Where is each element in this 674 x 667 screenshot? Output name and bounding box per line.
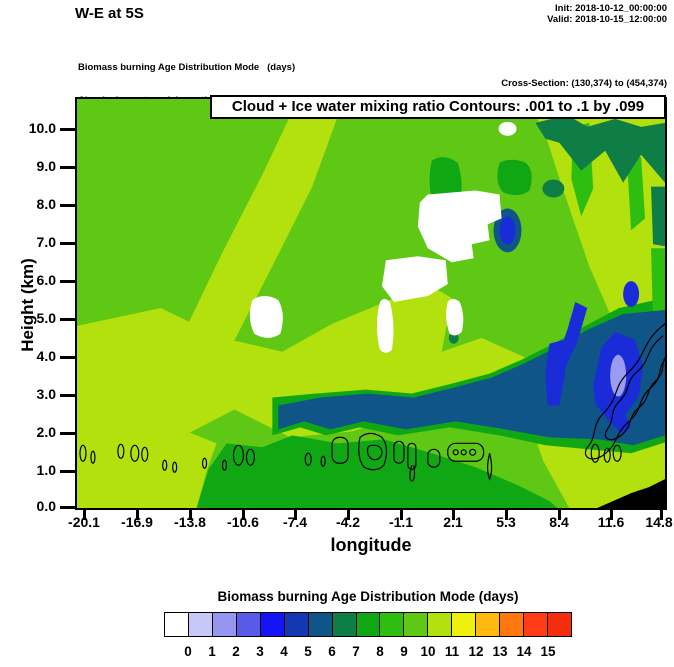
colorbar-cell <box>283 612 309 637</box>
colorbar-cell <box>307 612 333 637</box>
y-tick-label: 9.0 <box>36 158 56 174</box>
colorbar-tick-label: 2 <box>232 644 240 659</box>
colorbar-tick-label: 3 <box>256 644 264 659</box>
y-tick <box>60 204 75 207</box>
y-tick-label: 4.0 <box>36 348 56 364</box>
x-tick <box>505 510 508 520</box>
colorbar-tick-label: 6 <box>328 644 336 659</box>
colorbar-cell <box>523 612 548 637</box>
colorbar-tick-label: 8 <box>376 644 384 659</box>
x-tick <box>294 510 297 520</box>
x-tick-label: -13.8 <box>174 514 206 530</box>
y-tick <box>60 506 75 509</box>
colorbar-cell <box>499 612 525 637</box>
y-tick-label: 5.0 <box>36 310 56 326</box>
colorbar-tick-label: 10 <box>420 644 436 659</box>
colorbar-tick-label: 4 <box>280 644 288 659</box>
x-tick-label: -16.9 <box>121 514 153 530</box>
y-tick-label: 6.0 <box>36 272 56 288</box>
x-tick <box>136 510 139 520</box>
x-tick <box>400 510 403 520</box>
colorbar-tick-label: 9 <box>400 644 408 659</box>
x-axis-title: longitude <box>330 535 412 555</box>
colorbar-cell <box>331 612 357 637</box>
colorbar-tick-label: 13 <box>492 644 508 659</box>
y-tick <box>60 280 75 283</box>
x-tick <box>347 510 350 520</box>
colorbar-cell <box>451 612 477 637</box>
cloud-water-contours <box>79 323 665 482</box>
y-tick <box>60 356 75 359</box>
colorbar-title: Biomass burning Age Distribution Mode (d… <box>217 589 519 604</box>
colorbar <box>164 612 572 637</box>
y-tick <box>60 166 75 169</box>
x-tick <box>189 510 192 520</box>
colorbar-cell <box>187 612 213 637</box>
y-tick-label: 7.0 <box>36 234 56 250</box>
y-tick <box>60 128 75 131</box>
field-age-0-1 <box>249 121 517 353</box>
colorbar-tick-label: 7 <box>352 644 360 659</box>
x-tick <box>558 510 561 520</box>
colorbar-cell <box>164 612 189 637</box>
x-tick <box>660 510 663 520</box>
x-tick-label: 5.3 <box>496 514 516 530</box>
field-age-7-8 <box>448 114 665 344</box>
valid-time: Valid: 2018-10-15_12:00:00 <box>547 14 667 25</box>
colorbar-cell <box>211 612 237 637</box>
y-tick-label: 0.0 <box>36 498 56 514</box>
y-tick-label: 2.0 <box>36 424 56 440</box>
colorbar-cell <box>379 612 405 637</box>
colorbar-cell <box>259 612 285 637</box>
field-age-2-3-core <box>610 354 627 397</box>
colorbar-tick-label: 15 <box>540 644 556 659</box>
terrain <box>597 479 665 508</box>
colorbar-cell <box>235 612 261 637</box>
x-tick-label: -20.1 <box>68 514 100 530</box>
x-tick <box>242 510 245 520</box>
x-tick <box>610 510 613 520</box>
x-tick-label: -7.4 <box>282 514 308 530</box>
colorbar-cell <box>547 612 572 637</box>
contour-title-box: Cloud + Ice water mixing ratio Contours:… <box>210 95 666 119</box>
model-times: Init: 2018-10-12_00:00:00 Valid: 2018-10… <box>547 3 667 25</box>
x-tick-label: 14.8 <box>645 514 673 530</box>
cross-section-coords: Cross-Section: (130,374) to (454,374) <box>501 78 667 89</box>
y-tick-label: 10.0 <box>28 120 56 136</box>
init-time: Init: 2018-10-12_00:00:00 <box>555 3 667 14</box>
x-tick-label: -1.1 <box>388 514 414 530</box>
colorbar-tick-label: 0 <box>184 644 192 659</box>
colorbar-cell <box>355 612 381 637</box>
page-title: W-E at 5S <box>75 5 144 22</box>
colorbar-cell <box>403 612 429 637</box>
y-tick <box>60 470 75 473</box>
y-tick-label: 3.0 <box>36 386 56 402</box>
field-line-1: Biomass burning Age Distribution Mode (d… <box>78 62 296 73</box>
x-tick-label: -4.2 <box>335 514 361 530</box>
y-tick <box>60 318 75 321</box>
y-tick <box>60 432 75 435</box>
x-tick <box>83 510 86 520</box>
y-tick <box>60 394 75 397</box>
x-tick-label: 8.4 <box>549 514 569 530</box>
x-tick <box>452 510 455 520</box>
x-tick-label: 11.6 <box>597 514 625 530</box>
y-tick-label: 8.0 <box>36 196 56 212</box>
colorbar-cell <box>427 612 453 637</box>
y-axis-title: Height (km) <box>18 258 37 352</box>
cross-section-plot <box>75 97 667 510</box>
y-tick <box>60 242 75 245</box>
colorbar-tick-label: 1 <box>208 644 216 659</box>
colorbar-tick-label: 14 <box>516 644 532 659</box>
x-tick-label: 2.1 <box>443 514 463 530</box>
colorbar-tick-label: 11 <box>444 644 460 659</box>
colorbar-cell <box>475 612 501 637</box>
cross-section-field <box>77 99 665 508</box>
colorbar-tick-label: 5 <box>304 644 312 659</box>
x-tick-label: -10.6 <box>227 514 259 530</box>
y-tick-label: 1.0 <box>36 462 56 478</box>
colorbar-tick-label: 12 <box>468 644 484 659</box>
